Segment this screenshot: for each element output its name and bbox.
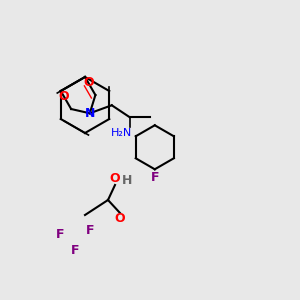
Text: O: O: [59, 90, 70, 104]
Text: F: F: [151, 171, 159, 184]
Text: H₂N: H₂N: [111, 128, 132, 138]
Text: O: O: [115, 212, 125, 224]
Text: H: H: [122, 173, 132, 187]
Text: F: F: [86, 224, 94, 236]
Text: F: F: [56, 229, 64, 242]
Text: O: O: [83, 76, 94, 89]
Text: O: O: [110, 172, 120, 184]
Text: N: N: [85, 107, 95, 120]
Text: F: F: [71, 244, 79, 256]
